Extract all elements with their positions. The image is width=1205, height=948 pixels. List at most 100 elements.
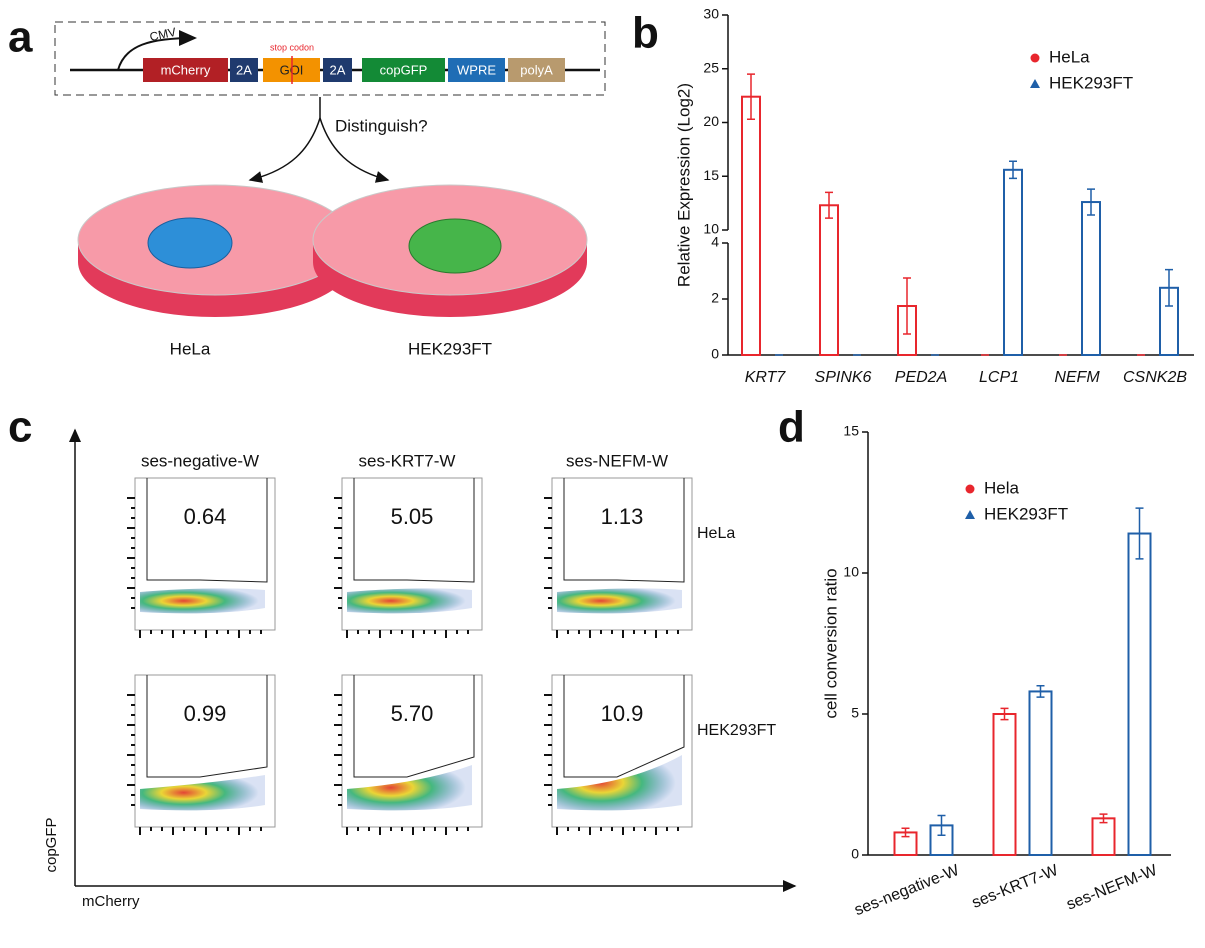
construct-element	[143, 58, 228, 82]
density-cloud	[347, 765, 472, 811]
construct-element-label: 2A	[236, 62, 252, 77]
density-cloud	[557, 588, 682, 614]
arrow	[319, 117, 390, 183]
gate	[146, 478, 268, 583]
error-bar	[1087, 188, 1095, 216]
gate-value: 5.70	[391, 701, 434, 726]
panel-label: c	[8, 403, 32, 452]
error-bar	[937, 814, 946, 837]
legend-label: HeLa	[1049, 47, 1090, 66]
dish-label: HeLa	[170, 339, 211, 358]
x-tick-label: CSNK2B	[1123, 369, 1187, 386]
y-tick-label: 5	[851, 705, 859, 721]
promoter-label: CMV	[148, 25, 177, 44]
x-tick-label: ses-NEFM-W	[1064, 862, 1160, 914]
construct-element-label: mCherry	[161, 62, 211, 77]
y-tick-label: 4	[711, 234, 719, 250]
gate-value: 5.05	[391, 504, 434, 529]
column-title: ses-NEFM-W	[566, 451, 668, 470]
construct-box	[54, 21, 606, 96]
y-axis-label: copGFP	[43, 817, 60, 872]
error-bar	[1165, 268, 1173, 307]
x-tick-label: KRT7	[745, 369, 787, 386]
y-tick-label: 25	[703, 59, 719, 75]
legend-label: Hela	[984, 478, 1020, 497]
y-tick-label: 2	[711, 290, 719, 306]
bar	[1091, 817, 1116, 857]
legend-label: HEK293FT	[984, 504, 1068, 523]
y-tick-label: 10	[703, 221, 719, 237]
legend-marker	[965, 510, 975, 519]
x-axis-label: mCherry	[82, 893, 140, 910]
bar	[1028, 690, 1053, 856]
bar	[1127, 532, 1152, 857]
promoter-arrow	[117, 30, 197, 71]
construct-element-label: 2A	[330, 62, 346, 77]
legend-marker	[1030, 53, 1040, 63]
error-bar	[1135, 507, 1144, 560]
gate	[353, 478, 475, 583]
dish-label: HEK293FT	[408, 339, 492, 358]
panel-label: d	[778, 403, 805, 452]
dish	[77, 184, 353, 317]
construct-element-label: polyA	[520, 62, 553, 77]
column-title: ses-negative-W	[141, 451, 259, 470]
panel-label: b	[632, 9, 659, 58]
y-tick-label: 10	[843, 564, 859, 580]
density-cloud	[557, 755, 682, 811]
construct-element	[230, 58, 258, 82]
gate	[353, 675, 475, 778]
density-cloud	[347, 588, 472, 614]
y-axis-label: Relative Expression (Log2)	[674, 83, 693, 287]
legend-marker	[965, 484, 975, 494]
x-tick-label: PED2A	[895, 369, 947, 386]
panel-label: a	[8, 13, 33, 62]
bar	[1003, 168, 1023, 356]
y-tick-label: 0	[711, 346, 719, 362]
gate-value: 1.13	[601, 504, 644, 529]
x-tick-label: LCP1	[979, 369, 1019, 386]
construct-element	[508, 58, 565, 82]
construct-element	[448, 58, 505, 82]
density-cloud	[140, 775, 265, 811]
y-tick-label: 15	[843, 423, 859, 439]
row-label: HEK293FT	[697, 722, 776, 739]
dish	[312, 184, 588, 317]
bar	[741, 95, 761, 356]
x-tick-label: NEFM	[1054, 369, 1100, 386]
error-bar	[1036, 685, 1045, 698]
construct-element	[323, 58, 352, 82]
error-bar	[825, 191, 833, 219]
gate-value: 0.99	[184, 701, 227, 726]
error-bar	[1099, 813, 1108, 824]
error-bar	[903, 277, 911, 335]
flow-plots: ses-negative-W ses-KRT7-W ses-NEFM-W HeLa HE…	[127, 451, 776, 835]
gate	[563, 675, 685, 778]
x-tick-label: SPINK6	[815, 369, 872, 386]
column-title: ses-KRT7-W	[359, 451, 456, 470]
error-bar	[1000, 707, 1009, 721]
stop-codon-label: stop codon	[270, 42, 314, 52]
x-tick-label: ses-KRT7-W	[970, 862, 1062, 912]
bar	[1081, 201, 1101, 356]
y-tick-label: 0	[851, 846, 859, 862]
gate-value: 10.9	[601, 701, 644, 726]
y-axis-label: cell conversion ratio	[821, 568, 840, 718]
construct-element-label: WPRE	[457, 62, 496, 77]
legend-label: HEK293FT	[1049, 73, 1133, 92]
arrow	[248, 117, 321, 183]
y-tick-label: 20	[703, 113, 719, 129]
axis-break	[720, 232, 736, 241]
x-tick-label: ses-negative-W	[852, 862, 962, 920]
error-bar	[1009, 160, 1017, 180]
density-cloud	[140, 588, 265, 614]
question: Distinguish?	[335, 116, 428, 135]
bar	[992, 713, 1017, 856]
row-label: HeLa	[697, 525, 735, 542]
gate	[563, 478, 685, 583]
gate	[146, 675, 268, 778]
y-tick-label: 15	[703, 167, 719, 183]
